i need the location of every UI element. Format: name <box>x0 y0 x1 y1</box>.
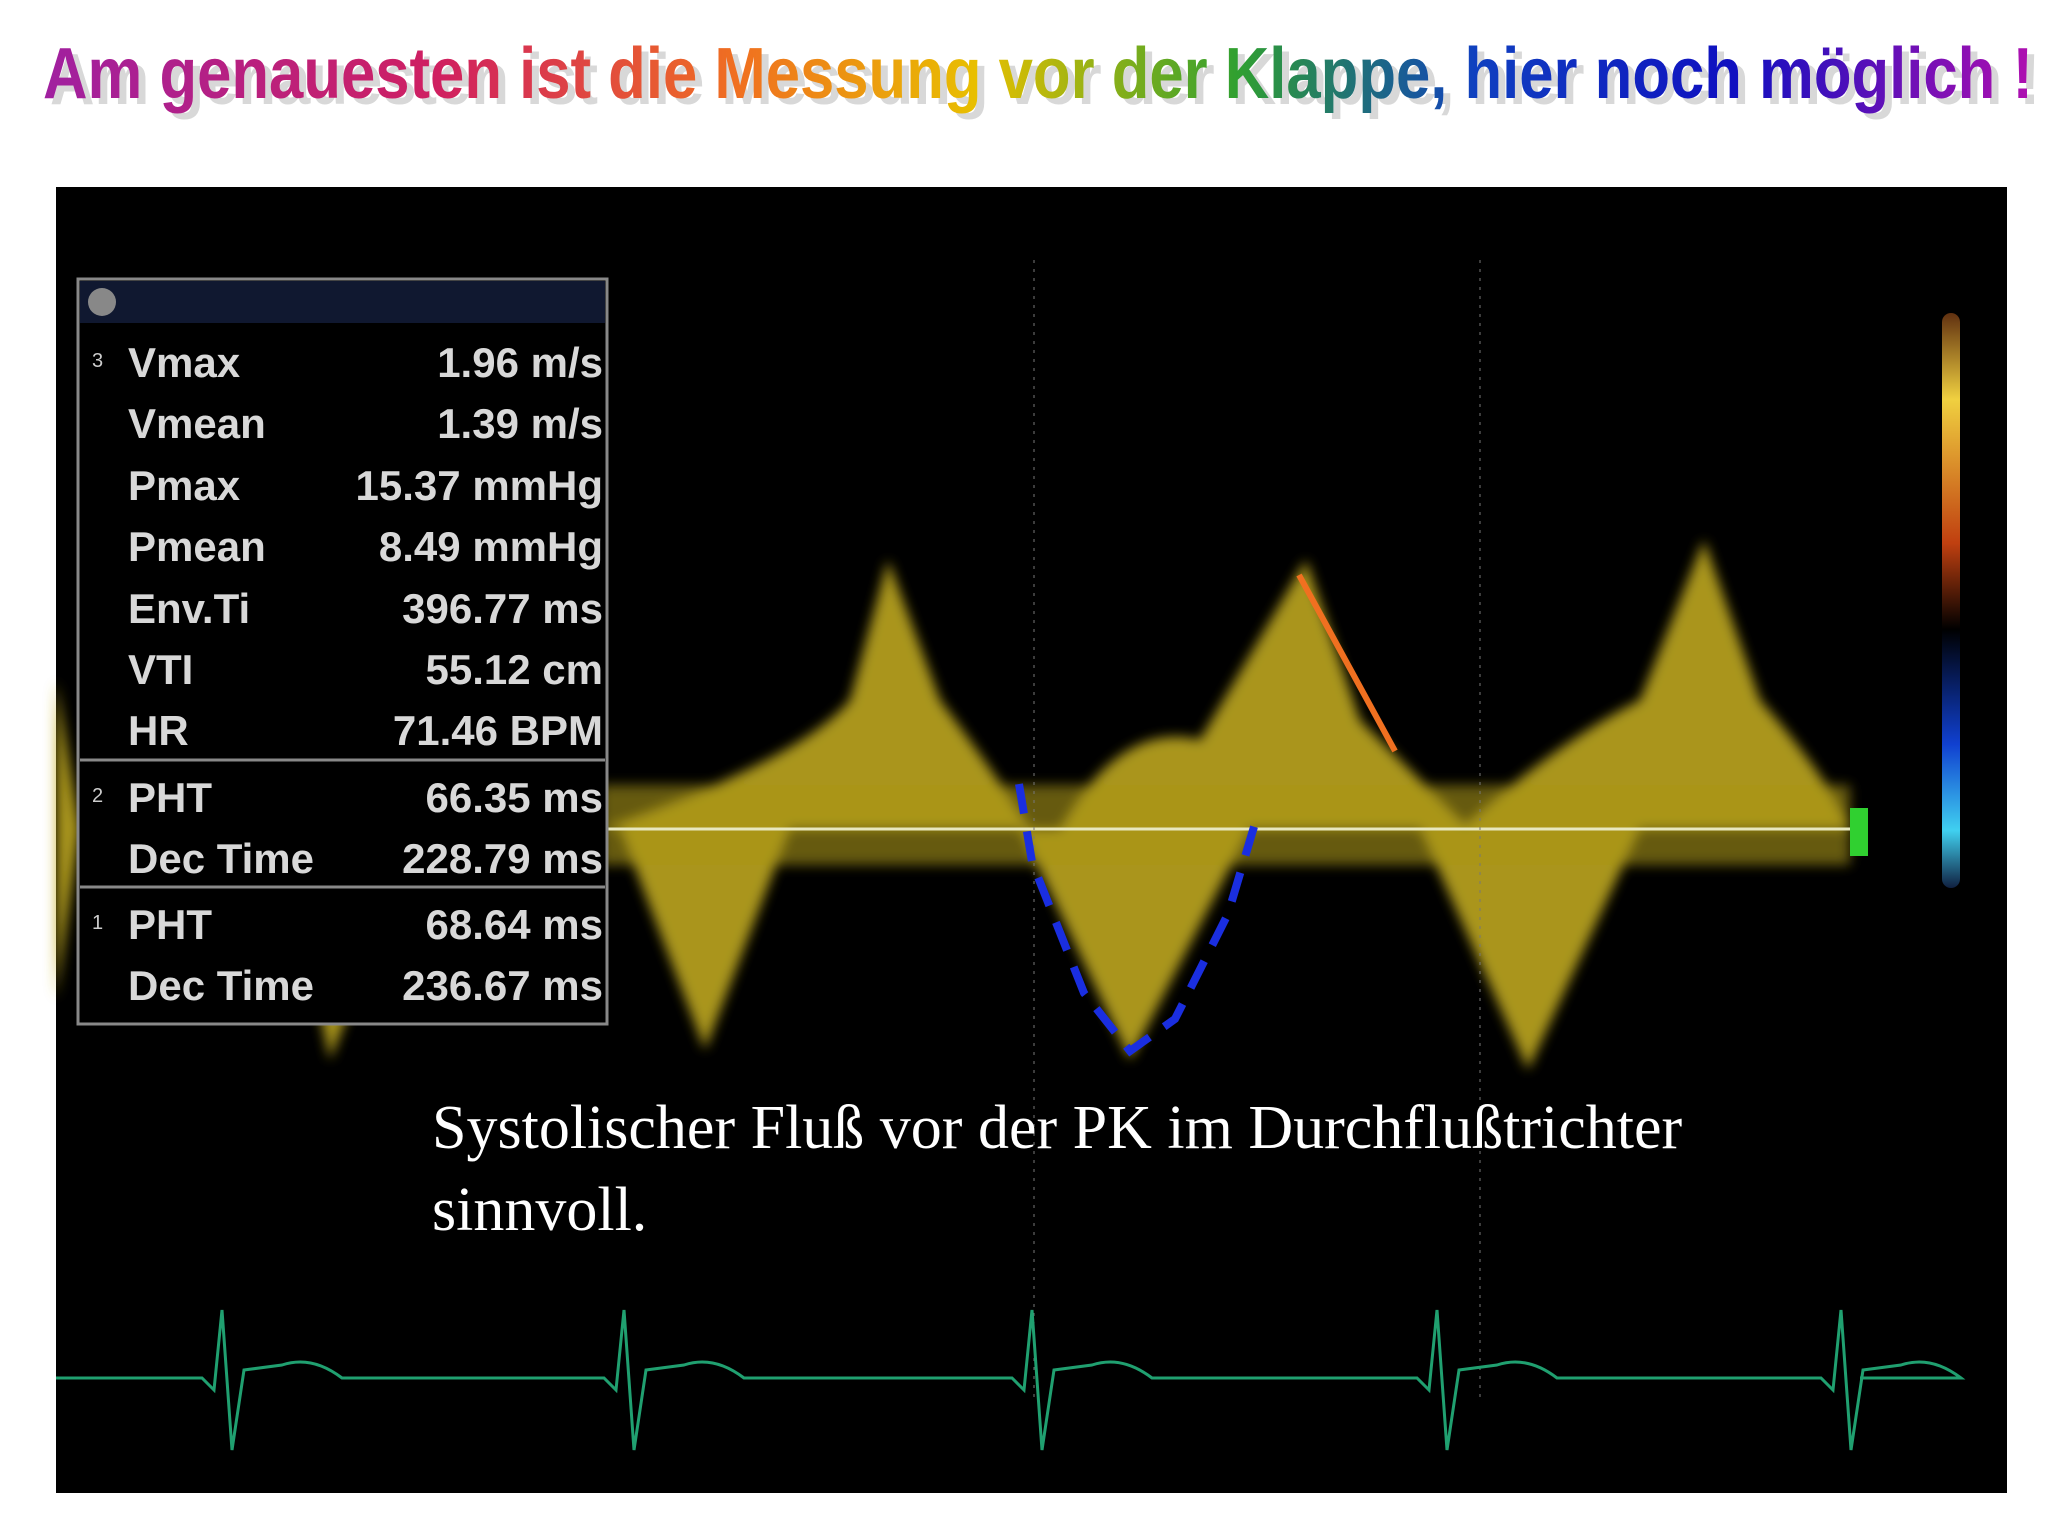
panel-rows: 3 Vmax 1.96 m/s Vmean 1.39 m/s Pmax 15.37 mmHg… <box>80 339 605 1009</box>
measure-value: 68.64 ms <box>426 901 603 948</box>
measure-value: 15.37 mmHg <box>356 462 603 509</box>
blue-dashed-trace <box>1015 783 1260 1057</box>
group-index: 2 <box>92 785 103 807</box>
measure-label: Pmean <box>128 523 266 570</box>
measure-value: 55.12 cm <box>426 646 603 693</box>
caption-line: Systolischer Fluß vor der PK im Durchflu… <box>432 1094 1682 1162</box>
measure-value: 1.39 m/s <box>437 400 603 447</box>
group-index: 1 <box>92 912 103 934</box>
measure-label: PHT <box>128 901 212 948</box>
measure-label: PHT <box>128 774 212 821</box>
measure-label: Vmax <box>128 339 241 386</box>
panel-header <box>80 281 605 323</box>
measure-label: HR <box>128 707 189 754</box>
measure-value: 396.77 ms <box>402 585 603 632</box>
measure-value: 228.79 ms <box>402 835 603 882</box>
measure-label: VTI <box>128 646 193 693</box>
panel-icon <box>88 288 116 316</box>
measure-value: 66.35 ms <box>426 774 603 821</box>
measure-label: Dec Time <box>128 962 314 1009</box>
group-index: 3 <box>92 350 103 372</box>
orange-slope <box>1296 573 1398 753</box>
measurement-panel <box>76 277 609 1026</box>
measure-value: 8.49 mmHg <box>379 523 603 570</box>
caption-line: sinnvoll. <box>432 1176 647 1244</box>
title-shadow: Am genauesten ist die Messung vor der Kl… <box>50 40 2040 120</box>
measure-label: Vmean <box>128 400 266 447</box>
measure-value: 1.96 m/s <box>437 339 603 386</box>
measure-value: 71.46 BPM <box>393 707 603 754</box>
measure-label: Env.Ti <box>128 585 250 632</box>
title: Am genauesten ist die Messung vor der Kl… <box>43 34 2033 114</box>
measure-label: Pmax <box>128 462 241 509</box>
measure-label: Dec Time <box>128 835 314 882</box>
measure-value: 236.67 ms <box>402 962 603 1009</box>
color-bar <box>1942 313 1960 888</box>
zero-marker <box>1850 808 1868 856</box>
ecg-trace <box>56 1309 1966 1451</box>
